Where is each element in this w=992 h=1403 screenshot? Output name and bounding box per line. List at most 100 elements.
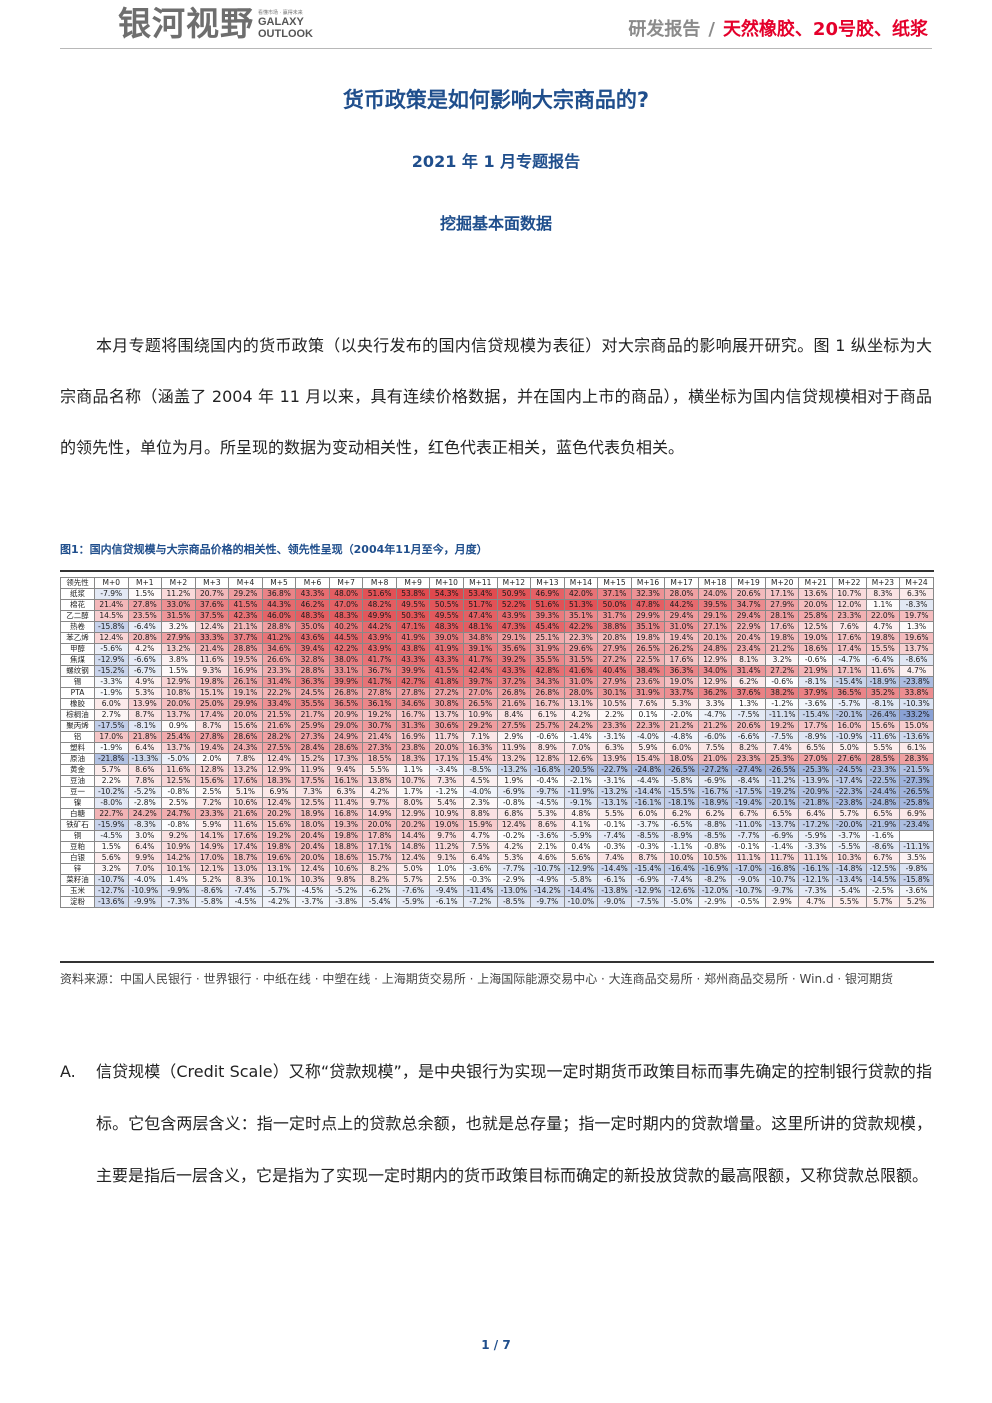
heatmap-cell: 3.2% bbox=[764, 654, 800, 666]
heatmap-cell: -8.6% bbox=[194, 885, 230, 897]
heatmap-cell: 23.3% bbox=[832, 610, 867, 622]
heatmap-cell: -10.3% bbox=[899, 698, 934, 710]
heatmap-cell: 30.7% bbox=[362, 720, 397, 732]
heatmap-column-label: M+7 bbox=[328, 577, 364, 589]
heatmap-cell: 42.7% bbox=[395, 676, 431, 688]
heatmap-cell: 31.5% bbox=[161, 610, 196, 622]
heatmap-row-label: 甲醇 bbox=[60, 643, 95, 655]
definition-text: 信贷规模（Credit Scale）又称“贷款规模”，是中央银行为实现一定时期货… bbox=[96, 1062, 932, 1185]
heatmap-cell: -22.7% bbox=[597, 764, 632, 776]
heatmap-cell: -4.5% bbox=[530, 797, 565, 809]
heatmap-column-label: M+24 bbox=[899, 577, 934, 589]
heatmap-cell: 27.2% bbox=[764, 665, 800, 677]
heatmap-cell: 24.3% bbox=[228, 742, 263, 754]
heatmap-cell: -0.1% bbox=[597, 819, 632, 831]
heatmap-cell: -2.5% bbox=[865, 885, 901, 897]
heatmap-cell: 8.3% bbox=[865, 588, 901, 600]
heatmap-cell: 2.2% bbox=[94, 775, 129, 787]
heatmap-cell: 11.1% bbox=[731, 852, 766, 864]
heatmap-cell: 43.9% bbox=[362, 643, 397, 655]
intro-paragraph: 本月专题将围绕国内的货币政策（以央行发布的国内信贷规模为表征）对大宗商品的影响展… bbox=[60, 336, 932, 457]
heatmap-cell: -0.6% bbox=[530, 731, 565, 743]
heatmap-cell: 5.3% bbox=[664, 698, 699, 710]
heatmap-cell: 38.0% bbox=[328, 654, 364, 666]
heatmap-cell: 19.1% bbox=[228, 687, 263, 699]
heatmap-cell: 18.0% bbox=[664, 753, 699, 765]
heatmap-cell: 40.2% bbox=[328, 621, 364, 633]
heatmap-cell: -5.7% bbox=[261, 885, 297, 897]
heatmap-cell: 39.9% bbox=[395, 665, 431, 677]
heatmap-cell: 7.5% bbox=[697, 742, 733, 754]
heatmap-cell: -19.2% bbox=[764, 786, 800, 798]
heatmap-cell: 31.4% bbox=[731, 665, 766, 677]
heatmap-cell: 17.4% bbox=[228, 841, 263, 853]
heatmap-cell: 44.2% bbox=[664, 599, 699, 611]
heatmap-cell: -14.5% bbox=[865, 874, 901, 886]
heatmap-row-label: 橡胶 bbox=[60, 698, 95, 710]
heatmap-cell: 9.7% bbox=[429, 830, 465, 842]
heatmap-cell: 8.1% bbox=[731, 654, 766, 666]
heatmap-cell: -8.2% bbox=[697, 874, 733, 886]
heatmap-cell: 44.5% bbox=[328, 632, 364, 644]
heatmap-cell: -0.4% bbox=[530, 775, 565, 787]
heatmap-cell: 42.2% bbox=[328, 643, 364, 655]
heatmap-cell: 51.6% bbox=[362, 588, 397, 600]
heatmap-cell: 29.0% bbox=[328, 720, 364, 732]
heatmap-cell: 33.1% bbox=[328, 665, 364, 677]
heatmap-cell: 4.7% bbox=[865, 621, 901, 633]
heatmap-cell: -3.6% bbox=[798, 698, 834, 710]
heatmap-row-label: 豆一 bbox=[60, 786, 95, 798]
heatmap-cell: 13.1% bbox=[563, 698, 599, 710]
heatmap-cell: 12.5% bbox=[161, 775, 196, 787]
header-divider bbox=[60, 48, 932, 49]
heatmap-row-label: 热卷 bbox=[60, 621, 95, 633]
heatmap-cell: 29.4% bbox=[664, 610, 699, 622]
heatmap-cell: 4.1% bbox=[563, 819, 599, 831]
heatmap-row-label: 棕榈油 bbox=[60, 709, 95, 721]
heatmap-cell: 19.7% bbox=[899, 610, 934, 622]
heatmap-cell: 27.5% bbox=[496, 720, 532, 732]
heatmap-cell: 28.0% bbox=[664, 588, 699, 600]
heatmap-cell: -6.4% bbox=[865, 654, 901, 666]
heatmap-cell: 16.1% bbox=[328, 775, 364, 787]
heatmap-row: 菜籽油 -10.7% -4.0% 1.4% 5.2% 8.3% 10.1% 10.3% 9.8%… bbox=[60, 874, 934, 886]
heatmap-cell: 12.9% bbox=[161, 676, 196, 688]
heatmap-cell: 6.0% bbox=[94, 698, 129, 710]
heatmap-cell: -2.1% bbox=[563, 775, 599, 787]
heatmap-cell: 17.0% bbox=[194, 852, 230, 864]
heatmap-cell: -9.0% bbox=[597, 896, 632, 908]
heatmap-cell: 16.0% bbox=[832, 720, 867, 732]
heatmap-cell: 7.0% bbox=[127, 863, 163, 875]
heatmap-cell: 15.9% bbox=[463, 819, 498, 831]
figure-bottom-rule bbox=[60, 961, 934, 963]
heatmap-cell: 10.5% bbox=[597, 698, 632, 710]
heatmap-cell: -0.6% bbox=[764, 676, 800, 688]
heatmap-cell: 26.5% bbox=[630, 643, 666, 655]
heatmap-cell: 10.5% bbox=[697, 852, 733, 864]
heatmap-cell: 5.0% bbox=[395, 863, 431, 875]
heatmap-cell: -15.8% bbox=[94, 621, 129, 633]
heatmap-cell: 26.6% bbox=[261, 654, 297, 666]
heatmap-cell: 14.8% bbox=[395, 841, 431, 853]
heatmap-cell: -12.6% bbox=[664, 885, 699, 897]
heatmap-cell: 2.5% bbox=[429, 874, 465, 886]
heatmap-cell: 31.7% bbox=[597, 610, 632, 622]
heatmap-column-label: M+14 bbox=[563, 577, 599, 589]
heatmap-cell: 8.0% bbox=[395, 797, 431, 809]
heatmap-cell: 5.6% bbox=[563, 852, 599, 864]
logo-text: 银河视野 bbox=[118, 4, 254, 43]
heatmap-cell: 29.6% bbox=[563, 643, 599, 655]
heatmap-cell: 40.4% bbox=[597, 665, 632, 677]
heatmap-cell: 27.9% bbox=[597, 643, 632, 655]
heatmap-cell: -0.3% bbox=[597, 841, 632, 853]
heatmap-cell: 12.9% bbox=[395, 808, 431, 820]
logo-en-line2: OUTLOOK bbox=[258, 28, 313, 40]
heatmap-cell: 19.8% bbox=[865, 632, 901, 644]
heatmap-cell: -2.0% bbox=[664, 709, 699, 721]
heatmap-cell: -20.0% bbox=[832, 819, 867, 831]
heatmap-cell: 14.2% bbox=[161, 852, 196, 864]
heatmap-cell: 8.2% bbox=[362, 874, 397, 886]
heatmap-cell: -9.9% bbox=[127, 896, 163, 908]
section-heading: 挖掘基本面数据 bbox=[439, 214, 552, 233]
heatmap-cell: 14.1% bbox=[194, 830, 230, 842]
